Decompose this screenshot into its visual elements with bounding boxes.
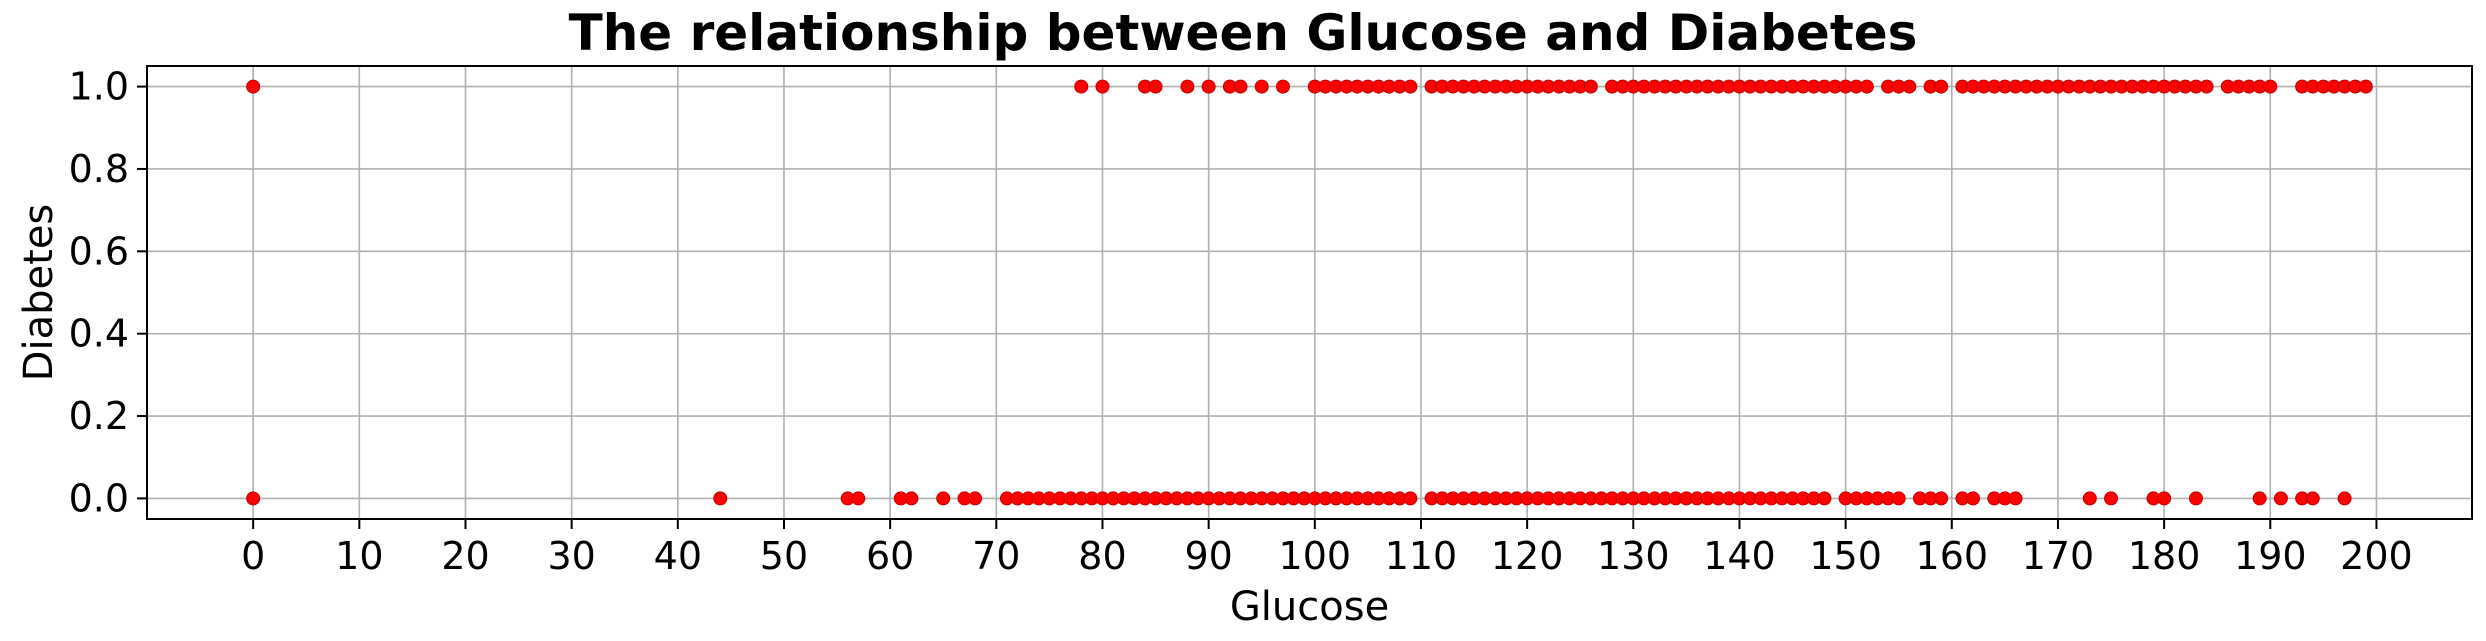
x-tick-label: 190 (2234, 534, 2307, 578)
x-tick-label: 30 (547, 534, 595, 578)
data-point (2337, 491, 2352, 506)
x-tick-label: 170 (2022, 534, 2095, 578)
x-tick-label: 40 (654, 534, 702, 578)
x-tick-label: 140 (1703, 534, 1776, 578)
data-point (1180, 79, 1195, 94)
y-tick-label: 0.6 (69, 229, 129, 273)
data-point (851, 491, 866, 506)
data-point (2305, 491, 2320, 506)
grid-lines (147, 66, 2472, 519)
data-point (246, 79, 261, 94)
x-tick-label: 10 (335, 534, 383, 578)
y-tick-label: 0.2 (69, 394, 129, 438)
data-point (1148, 79, 1163, 94)
axis-ticks: 0 10 20 30 40 50 60 70 80 90 100 110 120 130 140 150 160… (69, 65, 2413, 578)
x-tick-label: 80 (1078, 534, 1126, 578)
data-point (1275, 79, 1290, 94)
x-tick-label: 130 (1597, 534, 1670, 578)
y-tick-label: 0.8 (69, 147, 129, 191)
data-point (1859, 79, 1874, 94)
data-point (1403, 79, 1418, 94)
x-tick-label: 50 (760, 534, 808, 578)
y-tick-label: 1.0 (69, 65, 129, 109)
plot-frame (146, 65, 2473, 520)
chart-title: The relationship between Glucose and Dia… (568, 4, 1918, 62)
data-point (2008, 491, 2023, 506)
data-point (2104, 491, 2119, 506)
y-tick-label: 0.4 (69, 312, 129, 356)
data-point (1201, 79, 1216, 94)
x-axis-label: Glucose (1230, 584, 1389, 630)
data-point (2199, 79, 2214, 94)
y-axis-label: Diabetes (16, 204, 62, 382)
data-point (2157, 491, 2172, 506)
y-tick-label: 0.0 (69, 476, 129, 520)
data-point (2263, 79, 2278, 94)
x-tick-label: 100 (1279, 534, 1352, 578)
data-point (1233, 79, 1248, 94)
x-tick-label: 180 (2128, 534, 2201, 578)
data-point (1902, 79, 1917, 94)
data-point (246, 491, 261, 506)
x-tick-label: 60 (866, 534, 914, 578)
x-tick-label: 90 (1184, 534, 1232, 578)
x-tick-label: 20 (441, 534, 489, 578)
data-point (2252, 491, 2267, 506)
data-point (904, 491, 919, 506)
data-point (2273, 491, 2288, 506)
x-tick-label: 160 (1916, 534, 1989, 578)
x-tick-label: 120 (1491, 534, 1564, 578)
x-tick-label: 150 (1809, 534, 1882, 578)
data-point (1891, 491, 1906, 506)
x-tick-label: 0 (241, 534, 265, 578)
data-point (713, 491, 728, 506)
data-point (1817, 491, 1832, 506)
data-point (1966, 491, 1981, 506)
data-points (246, 79, 2373, 506)
x-tick-label: 70 (972, 534, 1020, 578)
data-point (1934, 491, 1949, 506)
data-point (936, 491, 951, 506)
data-point (2358, 79, 2373, 94)
data-point (1074, 79, 1089, 94)
data-point (2188, 491, 2203, 506)
x-tick-label: 110 (1385, 534, 1458, 578)
x-tick-label: 200 (2340, 534, 2413, 578)
data-point (2082, 491, 2097, 506)
data-point (1583, 79, 1598, 94)
data-point (1095, 79, 1110, 94)
data-point (968, 491, 983, 506)
data-point (1254, 79, 1269, 94)
data-point (1934, 79, 1949, 94)
data-point (1403, 491, 1418, 506)
